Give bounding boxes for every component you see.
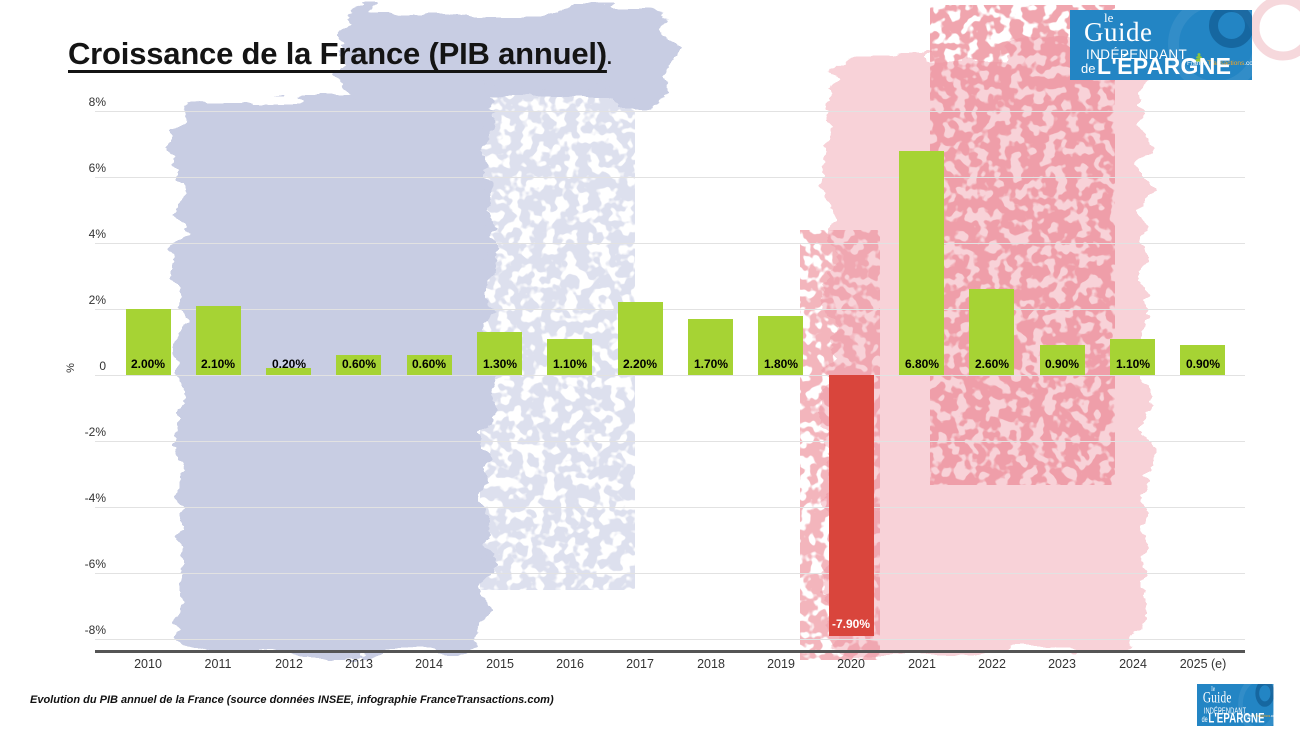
x-tick-label-2017: 2017 [626,657,654,671]
value-label-2024: 1.10% [1115,357,1151,371]
brand-suffix: .com [1270,714,1273,719]
value-label-2016: 1.10% [552,357,588,371]
value-label-2021: 6.80% [904,357,940,371]
guide-epargne-logo: le Guide INDÉPENDANT FranceTransactions.… [1070,10,1252,80]
x-tick-label-2018: 2018 [697,657,725,671]
red-brushstroke [800,0,1300,660]
bar-2015 [477,332,522,375]
value-label-2020: -7.90% [831,617,871,631]
gridline-8% [95,111,1245,112]
francetransactions-wordmark: FranceTransactions.com [1187,60,1252,67]
value-label-2025 (e): 0.90% [1185,357,1221,371]
bar-2023 [1040,345,1085,375]
logo-epargne-text: L'ÉPARGNE [1208,709,1265,726]
guide-epargne-logo-small: le Guide INDÉPENDANT FranceTransactions.… [1197,684,1274,726]
x-tick-label-2021: 2021 [908,657,936,671]
logo-le-text: le [1104,10,1114,25]
y-tick-label--2%: -2% [84,425,106,439]
value-label-2014: 0.60% [411,357,447,371]
value-label-2012: 0.20% [271,357,307,371]
bar-2025 (e) [1180,345,1225,375]
page-title-suffix: . [606,48,612,68]
brand-mid: Transactions [1254,714,1271,719]
x-tick-label-2015: 2015 [486,657,514,671]
logo-guide-text: Guide [1084,17,1153,47]
bar-2011 [196,306,241,375]
bar-2016 [547,339,592,375]
x-tick-label-2023: 2023 [1048,657,1076,671]
y-tick-label--8%: -8% [84,623,106,637]
x-tick-label-2020: 2020 [837,657,865,671]
source-caption: Evolution du PIB annuel de la France (so… [30,694,554,706]
x-tick-label-2022: 2022 [978,657,1006,671]
bar-2024 [1110,339,1155,375]
logo-ring-decoration-outer [1168,10,1252,80]
logo-ring-decoration [1209,10,1252,48]
logo-ring-decoration-outer [1238,684,1274,726]
gridline--6% [95,573,1245,574]
value-label-2010: 2.00% [130,357,166,371]
value-label-2013: 0.60% [341,357,377,371]
x-tick-label-2014: 2014 [415,657,443,671]
logo-guide-text: Guide [1202,688,1232,707]
bar-2012 [266,368,311,375]
x-tick-label-2010: 2010 [134,657,162,671]
bar-2022 [969,289,1014,375]
blue-brushstroke [178,8,670,655]
bar-2021 [899,151,944,375]
brand-suffix: .com [1244,60,1252,67]
logo-de-text: de [1081,61,1096,76]
gridline-0 [95,375,1245,376]
bar-2018 [688,319,733,375]
gridline--8% [95,639,1245,640]
logo-epargne-text: L'ÉPARGNE [1097,53,1232,79]
gridline--4% [95,507,1245,508]
page-title: Croissance de la France (PIB annuel). [68,36,612,72]
gridline--2% [95,441,1245,442]
page-title-text: Croissance de la France (PIB annuel) [68,36,607,71]
value-label-2015: 1.30% [482,357,518,371]
y-tick-label-4%: 4% [88,227,106,241]
x-tick-label-2019: 2019 [767,657,795,671]
x-tick-label-2016: 2016 [556,657,584,671]
value-label-2017: 2.20% [622,357,658,371]
y-tick-label-2%: 2% [88,293,106,307]
logo-independant-text: INDÉPENDANT [1086,47,1188,62]
value-label-2018: 1.70% [693,357,729,371]
brand-prefix: France [1246,714,1255,719]
gridline-4% [95,243,1245,244]
bar-2017 [618,302,663,375]
logo-independant-text: INDÉPENDANT [1203,706,1247,716]
francetransactions-wordmark: FranceTransactions.com [1246,714,1273,718]
x-tick-label-2013: 2013 [345,657,373,671]
value-label-2022: 2.60% [974,357,1010,371]
y-tick-label--6%: -6% [84,557,106,571]
y-tick-label-6%: 6% [88,161,106,175]
x-tick-label-2024: 2024 [1119,657,1147,671]
brand-prefix: France [1187,60,1208,67]
bar-2010 [126,309,171,375]
bar-2020 [829,375,874,636]
bar-2019 [758,316,803,375]
x-tick-label-2025 (e): 2025 (e) [1179,657,1227,671]
brand-mid: Transactions [1207,60,1245,67]
francetransactions-icon [1194,49,1204,67]
bar-2013 [336,355,381,375]
value-label-2023: 0.90% [1044,357,1080,371]
y-tick-label--4%: -4% [84,491,106,505]
bar-2014 [407,355,452,375]
logo-le-text: le [1211,684,1216,693]
value-label-2019: 1.80% [763,357,799,371]
gridline-2% [95,309,1245,310]
y-tick-label-8%: 8% [88,95,106,109]
logo-de-text: de [1201,714,1208,724]
gridline-6% [95,177,1245,178]
x-tick-label-2012: 2012 [275,657,303,671]
logo-ring-decoration [1255,684,1274,707]
value-label-2011: 2.10% [200,357,236,371]
x-axis-line [95,650,1245,653]
x-tick-label-2011: 2011 [204,657,232,671]
y-tick-label-0: 0 [99,359,106,373]
